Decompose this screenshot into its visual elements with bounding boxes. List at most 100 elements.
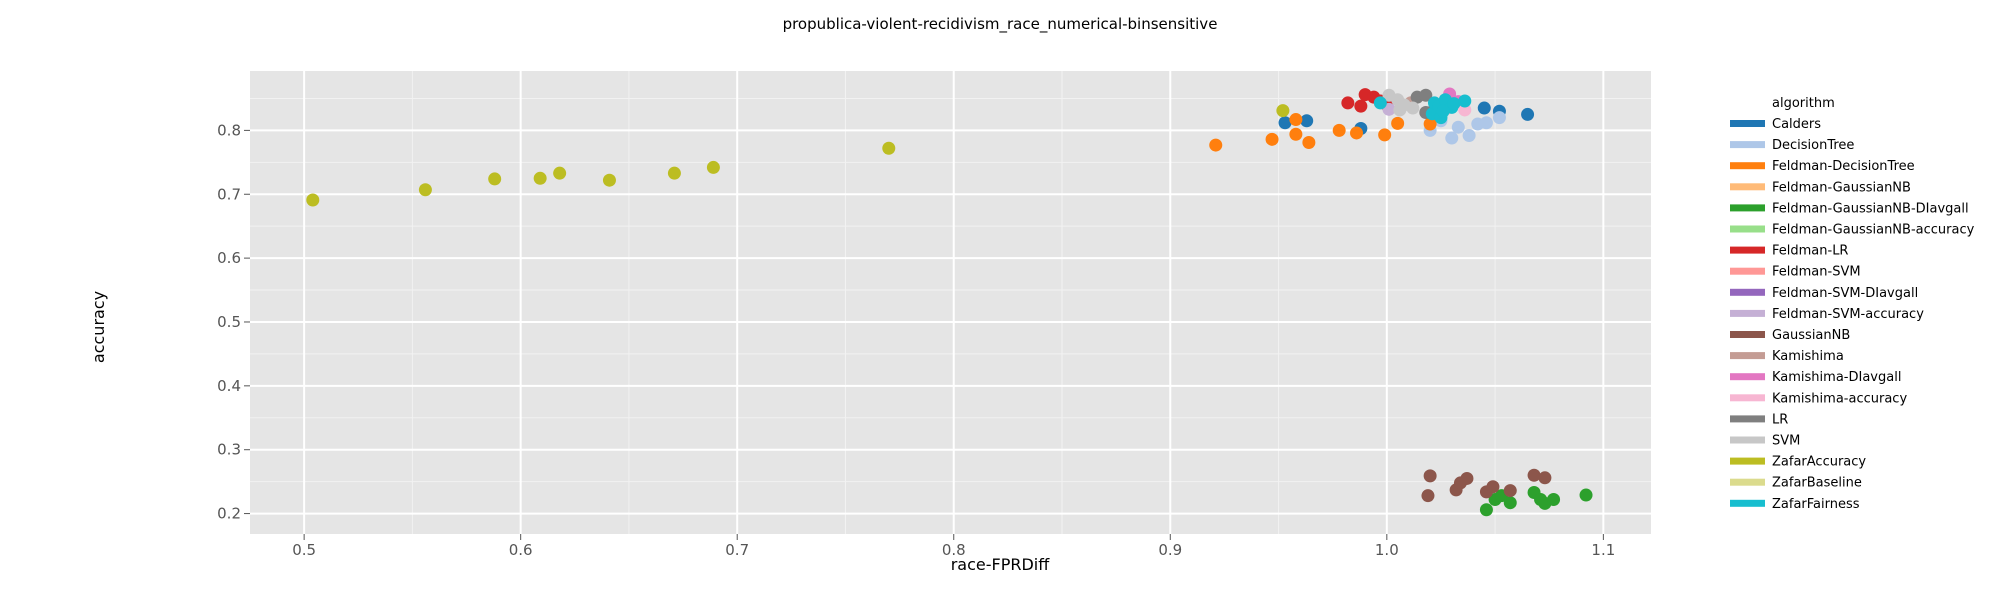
data-point (553, 166, 567, 180)
series-decisiontree (1423, 111, 1506, 145)
legend-swatch (1730, 436, 1765, 444)
legend-label: Feldman-GaussianNB (1772, 180, 1911, 195)
data-point (1579, 488, 1593, 502)
data-point (882, 141, 896, 155)
data-point (1538, 471, 1552, 485)
data-point (1527, 468, 1541, 482)
legend-label: Feldman-SVM (1772, 265, 1861, 280)
legend-swatch (1730, 331, 1765, 338)
legend-swatch (1730, 288, 1765, 296)
legend-label: Kamishima-DIavgall (1772, 370, 1901, 385)
data-point (1486, 480, 1500, 494)
data-point (1378, 128, 1392, 142)
x-tick-label: 0.6 (509, 541, 533, 559)
data-point (1350, 126, 1364, 140)
data-point (1373, 96, 1387, 110)
data-point (1391, 116, 1405, 130)
data-point (488, 172, 502, 186)
data-point (1458, 94, 1472, 108)
y-tick-label: 0.5 (217, 313, 241, 331)
data-point (1300, 114, 1314, 128)
data-point (1503, 484, 1517, 498)
y-axis-label: accuracy (89, 291, 108, 363)
legend-swatch (1730, 457, 1765, 465)
chart-title: propublica-violent-recidivism_race_numer… (783, 15, 1218, 34)
data-point (1447, 97, 1461, 111)
series-svm (1382, 88, 1420, 117)
legend-label: Feldman-DecisionTree (1772, 159, 1915, 174)
data-point (1445, 131, 1459, 145)
legend-swatch (1730, 204, 1765, 212)
legend-swatch (1730, 141, 1765, 149)
data-point (1209, 138, 1223, 152)
legend-label: Calders (1772, 117, 1821, 132)
legend-swatch (1730, 162, 1765, 170)
legend-swatch (1730, 373, 1765, 381)
legend-label: LR (1772, 412, 1788, 427)
series-feldman-gaussiannb-diavgall (1479, 485, 1593, 517)
legend-label: Kamishima (1772, 349, 1844, 364)
legend-label: GaussianNB (1772, 328, 1850, 343)
x-tick-label: 1.0 (1375, 541, 1399, 559)
data-point (1265, 132, 1279, 146)
data-point (1460, 471, 1474, 485)
legend-swatch (1730, 478, 1765, 486)
data-point (1406, 101, 1420, 115)
x-tick-label: 0.5 (292, 541, 316, 559)
data-point (1302, 136, 1316, 150)
legend-label: Feldman-GaussianNB-accuracy (1772, 223, 1975, 238)
x-tick-label: 0.9 (1158, 541, 1182, 559)
legend-title: algorithm (1772, 96, 1835, 111)
series-zafaraccuracy (306, 104, 1290, 207)
data-point (1332, 123, 1346, 137)
data-point (1423, 469, 1437, 483)
data-point (602, 173, 616, 187)
data-point (1503, 496, 1517, 510)
data-point (1278, 116, 1292, 130)
data-point (1341, 96, 1355, 110)
data-point (1479, 116, 1493, 130)
legend-label: SVM (1772, 434, 1800, 449)
data-point (1492, 111, 1506, 125)
legend-swatch (1730, 225, 1765, 233)
legend-label: DecisionTree (1772, 138, 1854, 153)
series-feldman-decisiontree (1209, 113, 1437, 152)
data-point (1393, 103, 1407, 117)
legend-label: ZafarBaseline (1772, 476, 1862, 491)
y-tick-label: 0.8 (217, 121, 241, 139)
legend-swatch (1730, 394, 1765, 402)
data-point (1354, 99, 1368, 113)
data-point (706, 160, 720, 174)
data-point (667, 166, 681, 180)
x-tick-label: 0.7 (725, 541, 749, 559)
legend-label: Feldman-GaussianNB-DIavgall (1772, 201, 1969, 216)
series-gaussiannb (1421, 468, 1552, 503)
data-point (1421, 489, 1435, 503)
x-tick-label: 0.8 (942, 541, 966, 559)
data-point (1458, 103, 1472, 117)
legend-label: Feldman-SVM-accuracy (1772, 307, 1924, 322)
data-point (1462, 129, 1476, 143)
y-tick-label: 0.7 (217, 185, 241, 203)
data-point (1477, 101, 1491, 115)
plot-area: 0.5 0.6 0.7 0.8 0.9 1.0 1.1 0.2 0.3 0.4 0.5 0.6 0.7 0… (217, 71, 1651, 559)
legend-label: Feldman-LR (1772, 244, 1848, 259)
data-point (1289, 113, 1303, 127)
legend-swatch (1730, 499, 1765, 507)
data-point (533, 171, 547, 185)
legend-label: ZafarAccuracy (1772, 455, 1866, 470)
data-point (1479, 503, 1493, 517)
data-point (1451, 120, 1465, 134)
data-point (418, 183, 432, 197)
y-tick-label: 0.4 (217, 377, 241, 395)
data-point (306, 193, 320, 207)
legend-swatch (1730, 352, 1765, 360)
legend-label: Feldman-SVM-DIavgall (1772, 286, 1918, 301)
x-axis-label: race-FPRDiff (951, 555, 1051, 574)
legend-swatch (1730, 267, 1765, 275)
x-tick-label: 1.1 (1591, 541, 1615, 559)
legend-swatch (1730, 120, 1765, 127)
data-point (1289, 127, 1303, 141)
data-point (1423, 117, 1437, 131)
